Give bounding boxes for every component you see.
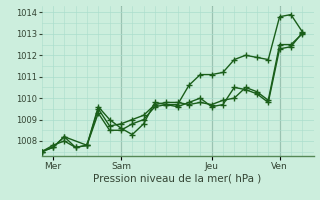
- X-axis label: Pression niveau de la mer( hPa ): Pression niveau de la mer( hPa ): [93, 173, 262, 183]
